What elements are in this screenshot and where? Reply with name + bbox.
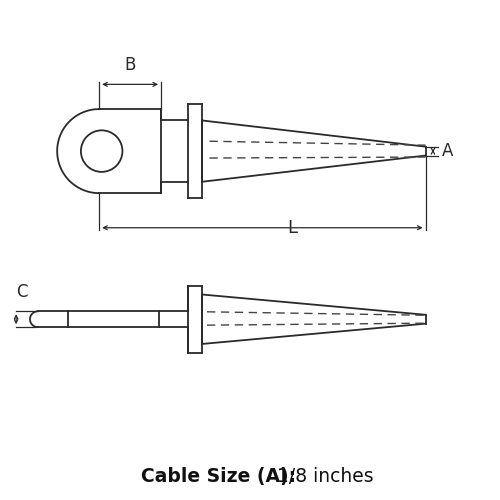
Text: L: L	[287, 218, 297, 236]
Text: C: C	[16, 284, 28, 302]
Text: 1/8 inches: 1/8 inches	[277, 467, 374, 486]
Text: B: B	[124, 56, 136, 74]
Text: A: A	[442, 142, 453, 160]
Text: Cable Size (A):: Cable Size (A):	[141, 467, 296, 486]
